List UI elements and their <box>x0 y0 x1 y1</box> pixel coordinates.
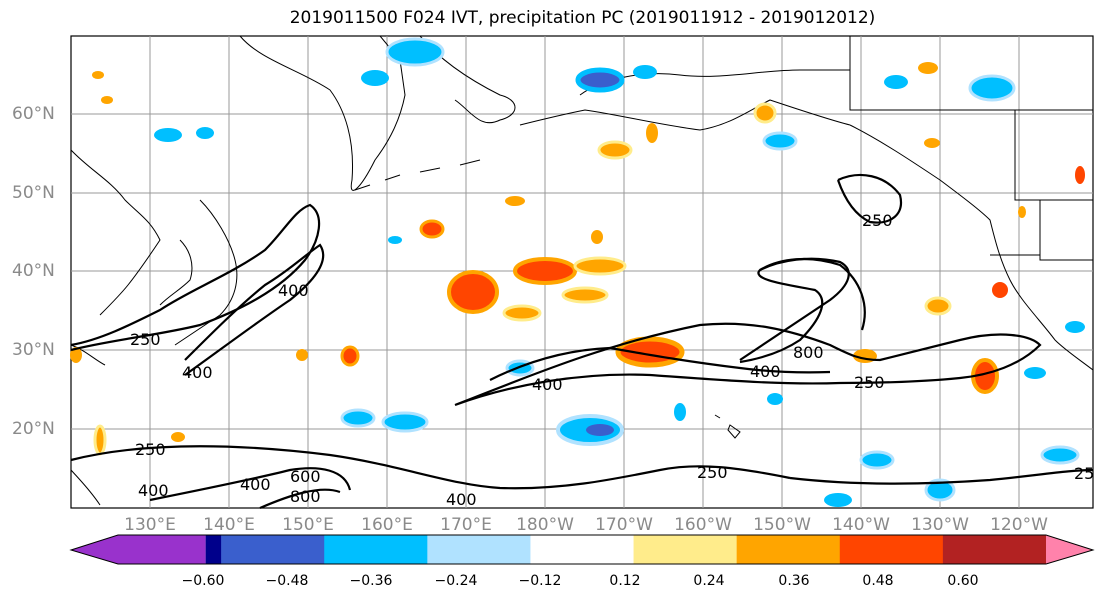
colorbar-segment <box>633 535 738 564</box>
colorbar-outline <box>69 534 1095 565</box>
lat-label: 20°N <box>12 419 55 439</box>
contour-label: 400 <box>182 363 213 382</box>
contour-label: 250 <box>862 211 893 230</box>
map-title: 2019011500 F024 IVT, precipitation PC (2… <box>289 8 876 28</box>
lon-label: 170°W <box>595 515 653 535</box>
colorbar-tick-label: 0.48 <box>862 573 894 589</box>
contour-label: 250 <box>135 440 166 459</box>
colorbar-segment <box>736 535 841 564</box>
colorbar-segment <box>221 535 325 564</box>
contour-label: 400 <box>532 375 563 394</box>
colorbar-segment <box>942 535 1047 564</box>
contour-label: 600 <box>290 467 321 486</box>
contour-label: 250 <box>854 373 885 392</box>
ivt-contours <box>70 173 1094 510</box>
lat-label: 30°N <box>12 340 55 360</box>
contour-label: 400 <box>240 475 271 494</box>
lon-label: 120°W <box>990 515 1048 535</box>
contour-label: 250 <box>697 463 728 482</box>
colorbar-tick-label: 0.36 <box>778 573 810 589</box>
lat-label: 50°N <box>12 183 55 203</box>
colorbar-tick-label: −0.12 <box>518 573 562 589</box>
colorbar-segment <box>839 535 944 564</box>
contour-label: 250 <box>130 330 161 349</box>
lon-label: 130°W <box>911 515 969 535</box>
contour-label: 400 <box>446 490 477 509</box>
colorbar-segment <box>324 535 428 564</box>
lon-label: 140°E <box>203 515 255 535</box>
colorbar-tick-label: 0.24 <box>693 573 725 589</box>
lat-label: 40°N <box>12 261 55 281</box>
contour-label: 800 <box>290 487 321 506</box>
contour-label: 25 <box>1074 464 1094 483</box>
colorbar-segment <box>427 535 531 564</box>
lon-label: 130°E <box>124 515 176 535</box>
contour-label: 400 <box>138 481 169 500</box>
lon-label: 160°E <box>361 515 413 535</box>
lon-label: 170°E <box>440 515 492 535</box>
ivt-contour-labels: 250 400 400 250 400 400 800 400 250 250 … <box>130 211 1094 509</box>
colorbar-tick-label: 0.60 <box>947 573 979 589</box>
colorbar-tick-label: −0.48 <box>265 573 309 589</box>
contour-label: 800 <box>793 343 824 362</box>
contour-label: 400 <box>750 362 781 381</box>
lon-label: 160°W <box>674 515 732 535</box>
colorbar-segment <box>1046 535 1093 564</box>
colorbar-tick-label: −0.60 <box>181 573 225 589</box>
lon-label: 180°W <box>516 515 574 535</box>
colorbar-tick-label: −0.24 <box>434 573 478 589</box>
contour-label: 400 <box>278 281 309 300</box>
colorbar-tick-label: 0.12 <box>609 573 641 589</box>
lon-label: 140°W <box>832 515 890 535</box>
colorbar-tick-label: −0.36 <box>349 573 393 589</box>
colorbar-segment <box>71 535 206 564</box>
colorbar-segment <box>530 535 635 564</box>
lon-label: 150°E <box>282 515 334 535</box>
precip-blobs <box>70 37 1085 507</box>
colorbar-segment <box>205 535 222 564</box>
lat-label: 60°N <box>12 104 55 124</box>
lon-label: 150°W <box>753 515 811 535</box>
